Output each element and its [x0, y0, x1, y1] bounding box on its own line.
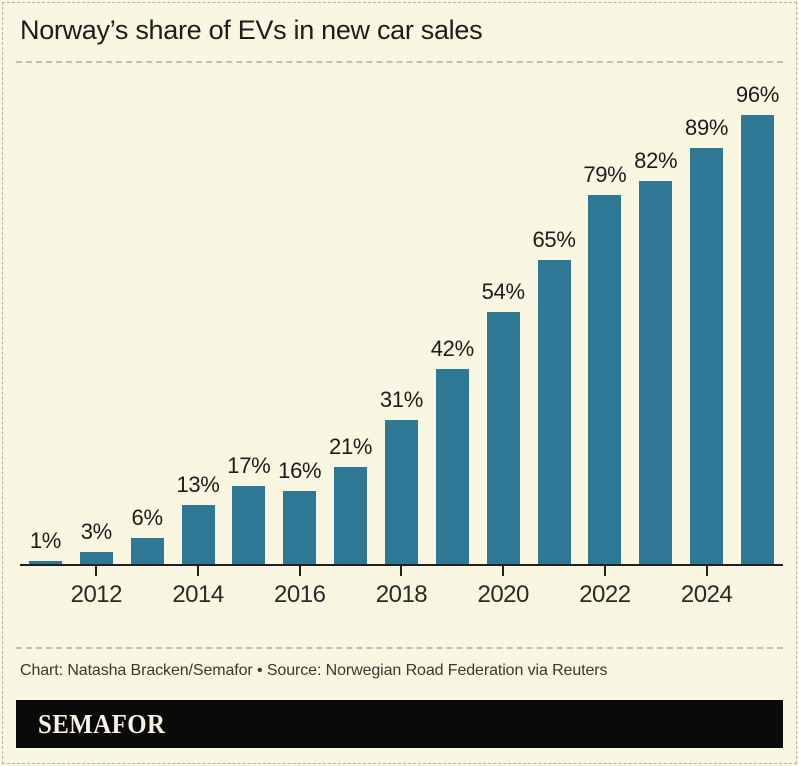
- x-tick: [705, 566, 708, 576]
- x-tick-label: 2020: [477, 581, 529, 608]
- bar-column: 89%: [681, 115, 732, 566]
- bar-column: 17%: [223, 453, 274, 566]
- bar-column: 13%: [173, 472, 224, 566]
- x-tick-slot: [427, 566, 478, 609]
- x-tick-label: 2018: [375, 581, 428, 608]
- x-tick-slot: [325, 566, 376, 609]
- bar: [588, 195, 622, 566]
- x-tick-slot: [122, 566, 173, 609]
- bar-value-label: 16%: [278, 458, 322, 483]
- x-tick-label: 2016: [274, 581, 326, 608]
- bar: [130, 538, 164, 566]
- bar-value-label: 54%: [481, 279, 525, 304]
- x-tick-slot: 2012: [71, 566, 122, 609]
- bar-column: 3%: [71, 519, 122, 566]
- x-tick: [298, 566, 301, 576]
- bar: [486, 312, 520, 566]
- semafor-logo-bar: SEMAFOR: [16, 700, 783, 748]
- semafor-logo: SEMAFOR: [38, 708, 166, 739]
- x-tick-label: 2012: [70, 581, 123, 608]
- x-tick-slot: 2016: [274, 566, 326, 609]
- bar-value-label: 13%: [176, 472, 220, 497]
- bar: [384, 420, 418, 566]
- bar: [283, 491, 317, 566]
- bar: [639, 181, 673, 566]
- bar-value-label: 82%: [634, 148, 678, 173]
- bar-value-label: 6%: [131, 505, 164, 530]
- bar-value-label: 96%: [735, 82, 780, 107]
- bar: [181, 505, 215, 566]
- x-tick: [95, 566, 98, 576]
- bar-column: 42%: [427, 336, 478, 566]
- x-tick: [502, 566, 505, 576]
- x-tick-slot: 2018: [375, 566, 428, 609]
- footer-divider: [16, 647, 783, 649]
- x-tick-slot: [20, 566, 71, 609]
- bar-value-label: 31%: [379, 387, 424, 412]
- bar-value-label: 65%: [532, 227, 576, 252]
- bar: [79, 552, 113, 566]
- bar-column: 16%: [274, 458, 325, 566]
- x-tick: [400, 566, 403, 576]
- bar: [690, 148, 724, 566]
- x-tick-label: 2024: [680, 581, 733, 608]
- bar: [334, 467, 368, 566]
- x-tick-label: 2014: [172, 581, 224, 608]
- bar-column: 21%: [325, 434, 376, 566]
- bar-value-label: 89%: [685, 115, 729, 140]
- x-tick-label: 2022: [579, 581, 631, 608]
- bar-column: 6%: [122, 505, 173, 566]
- credit-line: Chart: Natasha Bracken/Semafor • Source:…: [20, 662, 608, 679]
- x-tick-slot: [630, 566, 681, 609]
- bar-value-label: 17%: [227, 453, 271, 478]
- bar-column: 31%: [376, 387, 427, 566]
- bar-value-label: 79%: [583, 162, 627, 187]
- x-tick-slot: [732, 566, 783, 609]
- x-tick-slot: 2014: [172, 566, 224, 609]
- bar-column: 79%: [579, 162, 630, 566]
- bar: [537, 260, 571, 566]
- bar-value-label: 42%: [430, 336, 474, 361]
- chart-title: Norway’s share of EVs in new car sales: [20, 15, 483, 45]
- x-axis-line: [20, 564, 783, 566]
- x-tick-slot: [223, 566, 274, 609]
- bar-value-label: 3%: [80, 519, 113, 544]
- bar-value-label: 21%: [329, 434, 373, 459]
- bar-column: 65%: [529, 227, 580, 566]
- x-tick-slot: 2024: [680, 566, 733, 609]
- bar: [435, 369, 469, 566]
- bar: [740, 115, 774, 566]
- bar-value-label: 1%: [29, 528, 62, 553]
- bar-column: 1%: [20, 528, 71, 566]
- x-tick-slot: [529, 566, 580, 609]
- bar-column: 96%: [732, 82, 783, 566]
- x-tick: [197, 566, 199, 576]
- bar-chart: 1% 3% 6% 13% 17% 16% 21% 31% 42% 54% 65% 79% 82% 89% 9…: [20, 82, 783, 566]
- bar-column: 82%: [630, 148, 681, 566]
- x-axis-ticks: 2012 2014 2016 2018 2020 2022 2024: [20, 566, 783, 609]
- bar: [232, 486, 266, 566]
- bar-column: 54%: [478, 279, 529, 566]
- x-tick-slot: 2020: [477, 566, 529, 609]
- title-divider: [16, 61, 783, 63]
- bar: [28, 561, 62, 566]
- x-tick: [603, 566, 606, 576]
- x-tick-slot: 2022: [579, 566, 631, 609]
